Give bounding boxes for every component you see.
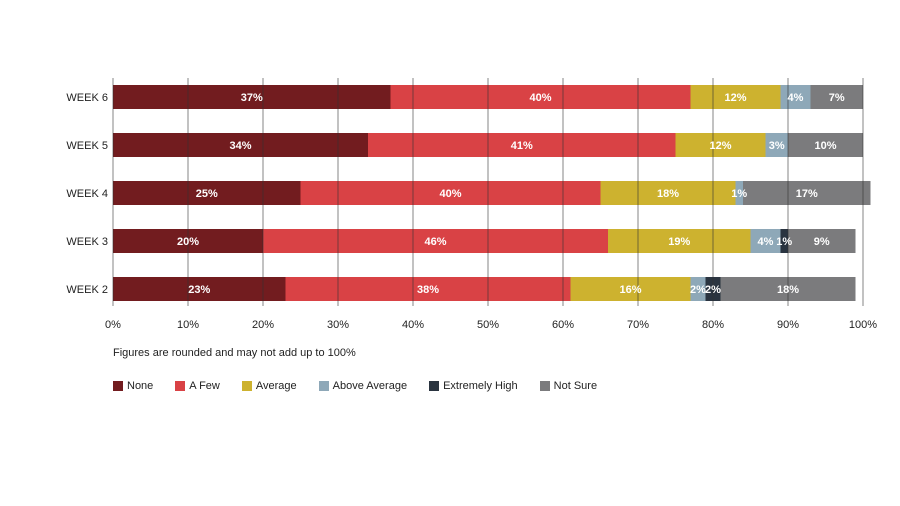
legend-item: Average xyxy=(241,380,297,392)
bar-segment xyxy=(765,133,788,157)
bar-segment xyxy=(743,181,871,205)
legend-item: Extremely High xyxy=(429,380,518,392)
x-tick-label: 0% xyxy=(105,319,121,331)
bar-value-label: 46% xyxy=(424,236,446,248)
bar-segment xyxy=(788,229,856,253)
bar-value-label: 16% xyxy=(619,284,641,296)
bar-value-label: 41% xyxy=(511,140,533,152)
x-tick-label: 100% xyxy=(849,319,877,331)
legend-label: Extremely High xyxy=(443,380,518,392)
bar-segment xyxy=(735,181,743,205)
category-label: WEEK 3 xyxy=(66,236,108,248)
bar-segment xyxy=(780,85,811,109)
legend-swatch xyxy=(318,381,329,391)
bar-segment xyxy=(113,133,368,157)
legend-label: None xyxy=(127,380,154,392)
legend-swatch xyxy=(429,381,440,391)
x-tick-label: 40% xyxy=(402,319,424,331)
category-label: WEEK 5 xyxy=(66,140,108,152)
bar-value-label: 37% xyxy=(241,92,263,104)
category-label: WEEK 4 xyxy=(66,188,108,200)
bar-value-label: 40% xyxy=(529,92,551,104)
bar-value-label: 12% xyxy=(724,92,746,104)
legend-swatch xyxy=(113,381,123,391)
bar-value-label: 38% xyxy=(417,284,439,296)
bar-segment xyxy=(113,85,391,109)
x-tick-label: 30% xyxy=(327,319,349,331)
legend-swatch xyxy=(241,381,252,391)
legend-swatch xyxy=(175,381,186,391)
chart-legend: None A Few Average Above Average Extremely H… xyxy=(113,380,619,392)
chart-footnote: Figures are rounded and may not add up t… xyxy=(113,347,356,359)
bar-value-label: 20% xyxy=(177,236,199,248)
bar-value-label: 4% xyxy=(788,92,804,104)
legend-label: A Few xyxy=(189,380,220,392)
bar-segment xyxy=(113,277,286,301)
bar-value-label: 7% xyxy=(829,92,845,104)
legend-item: Above Average xyxy=(318,380,408,392)
bar-segment xyxy=(570,277,691,301)
bar-segment xyxy=(788,133,863,157)
bar-segment xyxy=(113,181,301,205)
bar-segment xyxy=(690,277,706,301)
bar-segment xyxy=(608,229,751,253)
bar-value-label: 19% xyxy=(668,236,690,248)
bar-value-label: 4% xyxy=(758,236,774,248)
bar-value-label: 1% xyxy=(731,188,747,200)
bar-value-label: 12% xyxy=(709,140,731,152)
bar-value-label: 23% xyxy=(188,284,210,296)
bar-value-label: 25% xyxy=(196,188,218,200)
bar-value-label: 10% xyxy=(814,140,836,152)
bar-value-label: 2% xyxy=(705,284,721,296)
legend-item: Not Sure xyxy=(539,380,598,392)
bar-value-label: 17% xyxy=(796,188,818,200)
bar-segment xyxy=(300,181,601,205)
x-tick-label: 20% xyxy=(252,319,274,331)
bar-segment xyxy=(780,229,788,253)
bar-segment xyxy=(810,85,863,109)
bar-value-label: 18% xyxy=(777,284,799,296)
bar-value-label: 40% xyxy=(439,188,461,200)
category-label: WEEK 2 xyxy=(66,284,108,296)
legend-label: Not Sure xyxy=(553,380,598,392)
bar-value-label: 18% xyxy=(657,188,679,200)
x-tick-label: 70% xyxy=(627,319,649,331)
bar-segment xyxy=(750,229,781,253)
legend-item: A Few xyxy=(175,380,220,392)
legend-label: Average xyxy=(255,380,297,392)
bar-segment xyxy=(263,229,608,253)
bar-segment xyxy=(285,277,571,301)
bar-value-label: 34% xyxy=(229,140,251,152)
x-tick-label: 90% xyxy=(777,319,799,331)
category-label: WEEK 6 xyxy=(66,92,108,104)
legend-swatch xyxy=(539,381,550,391)
x-tick-label: 80% xyxy=(702,319,724,331)
bar-value-label: 9% xyxy=(814,236,830,248)
legend-item: None xyxy=(113,380,153,392)
x-tick-label: 60% xyxy=(552,319,574,331)
x-tick-label: 50% xyxy=(477,319,499,331)
bar-segment xyxy=(368,133,676,157)
bar-segment xyxy=(675,133,766,157)
legend-label: Above Average xyxy=(332,380,408,392)
bar-value-label: 3% xyxy=(769,140,785,152)
bar-value-label: 2% xyxy=(690,284,706,296)
x-tick-label: 10% xyxy=(177,319,199,331)
bar-value-label: 1% xyxy=(776,236,792,248)
bar-segment xyxy=(690,85,781,109)
bar-segment xyxy=(390,85,691,109)
